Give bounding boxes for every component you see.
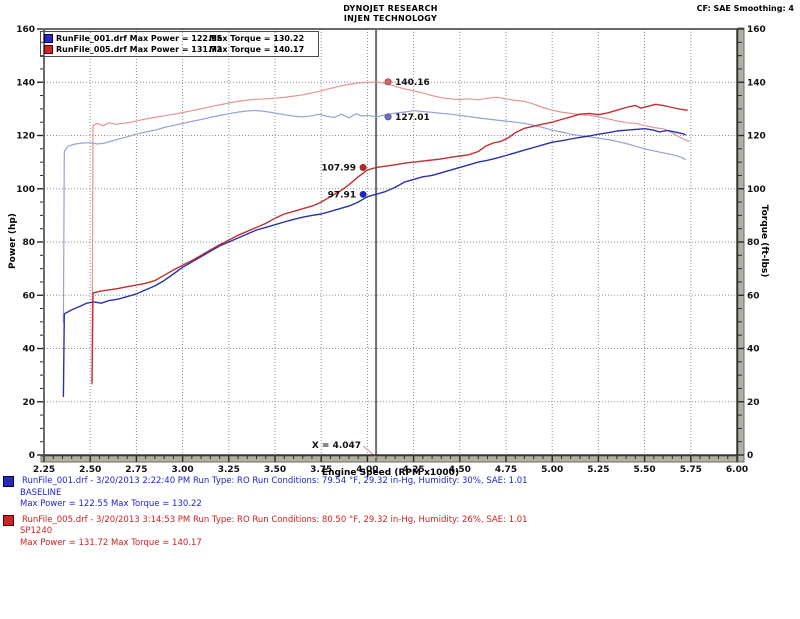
series-sp1240-torque — [91, 81, 690, 385]
svg-text:40: 40 — [747, 345, 760, 355]
marker-baseline-power: 97.91 — [328, 190, 367, 200]
svg-text:2.25: 2.25 — [33, 465, 55, 475]
svg-text:120: 120 — [16, 132, 35, 142]
svg-text:100: 100 — [747, 185, 766, 195]
legend-run2-torque: Max Torque = 140.17 — [209, 45, 305, 54]
svg-text:20: 20 — [747, 398, 760, 408]
svg-text:107.99: 107.99 — [321, 163, 356, 173]
series-baseline-torque — [62, 109, 686, 323]
x-axis-label: Engine Speed (RPM x1000) — [321, 468, 460, 478]
svg-text:2.50: 2.50 — [79, 465, 101, 475]
svg-text:2.75: 2.75 — [125, 465, 147, 475]
series-sp1240-power — [91, 103, 688, 384]
svg-text:3.00: 3.00 — [171, 465, 193, 475]
svg-text:5.50: 5.50 — [633, 465, 655, 475]
svg-text:3.50: 3.50 — [264, 465, 286, 475]
legend-run1-torque: Max Torque = 130.22 — [209, 34, 305, 43]
svg-text:40: 40 — [22, 345, 35, 355]
svg-text:140: 140 — [16, 78, 35, 88]
svg-text:97.91: 97.91 — [328, 190, 356, 200]
legend-row-run2: RunFile_005.drf Max Power = 131.72 Max T… — [43, 44, 318, 55]
header-title: DYNOJET RESEARCH — [343, 4, 438, 13]
y-axis-torque: 0 20 40 60 80 100 120 140 160 — [738, 25, 766, 461]
run2-stats: Max Power = 131.72 Max Torque = 140.17 — [20, 537, 202, 548]
series-baseline-power — [62, 127, 686, 398]
chart-header: DYNOJET RESEARCH INJEN TECHNOLOGY — [44, 4, 737, 24]
x-axis: 2.25 2.50 2.75 3.00 3.25 3.50 3.75 4.00 4.25 4.50… — [33, 456, 748, 475]
run2-name: SP1240 — [20, 526, 53, 536]
smoothing-settings-label: CF: SAE Smoothing: 4 — [696, 4, 794, 13]
svg-text:140: 140 — [747, 78, 766, 88]
svg-text:5.75: 5.75 — [680, 465, 702, 475]
axis-bands — [40, 27, 745, 463]
svg-text:127.01: 127.01 — [395, 113, 430, 123]
svg-text:3.25: 3.25 — [218, 465, 240, 475]
marker-baseline-torque: 127.01 — [384, 113, 430, 123]
svg-text:4.75: 4.75 — [495, 465, 517, 475]
header-subtitle: INJEN TECHNOLOGY — [343, 14, 438, 23]
marker-sp1240-power: 107.99 — [321, 163, 367, 173]
svg-text:160: 160 — [16, 25, 35, 35]
svg-text:80: 80 — [747, 238, 760, 248]
svg-text:5.25: 5.25 — [587, 465, 609, 475]
y-axis-label-power: Power (hp) — [8, 213, 18, 269]
svg-text:3.75: 3.75 — [310, 465, 332, 475]
plot-area[interactable] — [44, 29, 737, 455]
run2-footer-swatch-icon — [3, 514, 14, 526]
svg-text:20: 20 — [22, 398, 35, 408]
run2-conditions: RunFile_005.drf - 3/20/2013 3:14:53 PM R… — [22, 514, 528, 525]
run1-name: BASELINE — [20, 487, 62, 498]
run1-color-swatch-icon — [44, 34, 53, 43]
run2-color-swatch-icon — [44, 45, 53, 54]
svg-text:0: 0 — [747, 451, 753, 461]
cursor-x-readout: X = 4.047 — [312, 441, 361, 451]
run1-footer-swatch-icon — [3, 476, 14, 488]
svg-text:160: 160 — [747, 25, 766, 35]
svg-text:60: 60 — [22, 291, 35, 301]
marker-sp1240-torque: 140.16 — [384, 78, 430, 88]
plot-border — [43, 28, 738, 456]
run-info-block: RunFile_001.drf - 3/20/2013 2:22:40 PM R… — [3, 476, 528, 553]
legend-row-run1: RunFile_001.drf Max Power = 122.55 Max T… — [43, 33, 318, 44]
svg-text:4.25: 4.25 — [402, 465, 424, 475]
svg-text:80: 80 — [22, 238, 35, 248]
legend-box: RunFile_001.drf Max Power = 122.55 Max T… — [40, 31, 319, 57]
svg-text:4.50: 4.50 — [449, 465, 471, 475]
svg-text:5.00: 5.00 — [541, 465, 563, 475]
legend-run1-power: RunFile_001.drf Max Power = 122.55 — [56, 34, 223, 43]
svg-text:100: 100 — [16, 185, 35, 195]
svg-text:60: 60 — [747, 291, 760, 301]
svg-text:0: 0 — [29, 451, 35, 461]
run1-info: RunFile_001.drf - 3/20/2013 2:22:40 PM R… — [3, 476, 528, 511]
run1-conditions: RunFile_001.drf - 3/20/2013 2:22:40 PM R… — [22, 476, 528, 486]
svg-text:6.00: 6.00 — [726, 465, 748, 475]
legend-run2-power: RunFile_005.drf Max Power = 131.72 — [56, 45, 223, 54]
y-axis-power: 0 20 40 60 80 100 120 140 160 — [16, 25, 43, 461]
run2-info: RunFile_005.drf - 3/20/2013 3:14:53 PM R… — [3, 515, 528, 550]
run1-stats: Max Power = 122.55 Max Torque = 130.22 — [20, 499, 202, 509]
y-axis-label-torque: Torque (ft-lbs) — [759, 204, 769, 278]
svg-text:120: 120 — [747, 132, 766, 142]
svg-text:140.16: 140.16 — [395, 78, 430, 88]
svg-text:4.00: 4.00 — [356, 465, 378, 475]
